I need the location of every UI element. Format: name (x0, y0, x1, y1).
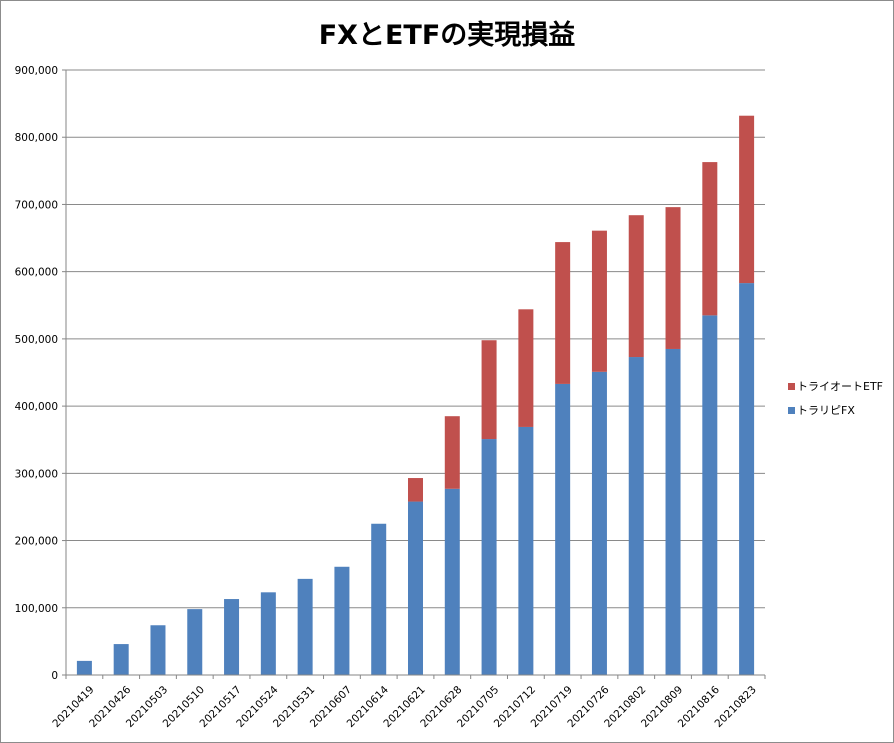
bar-fx (260, 592, 276, 675)
bar-fx (481, 439, 497, 675)
bar-etf (444, 416, 460, 489)
bar-fx (297, 578, 313, 675)
bar-fx (555, 383, 571, 675)
bar-etf (628, 215, 644, 358)
y-tick-label: 600,000 (15, 267, 58, 279)
bar-etf (665, 207, 681, 349)
chart-title: FXとETFの実現損益 (319, 19, 576, 51)
bar-fx (739, 283, 755, 675)
bar-fx (224, 599, 240, 675)
legend-label: トラリピFX (797, 404, 855, 417)
bar-fx (187, 609, 203, 675)
bar-fx (334, 566, 350, 675)
y-tick-label: 200,000 (15, 536, 58, 548)
bar-etf (555, 242, 571, 384)
bar-etf (591, 230, 607, 372)
x-axis-tick-labels: 2021041920210426202105032021051020210517… (50, 684, 758, 731)
bar-fx (628, 357, 644, 675)
legend-swatch (788, 407, 795, 414)
bar-etf (702, 162, 718, 316)
y-tick-label: 0 (51, 670, 58, 682)
bar-etf (481, 340, 497, 440)
bar-fx (408, 501, 423, 675)
bars (76, 115, 755, 675)
y-tick-label: 700,000 (15, 199, 58, 211)
y-tick-label: 300,000 (15, 468, 58, 480)
y-tick-label: 900,000 (15, 65, 58, 77)
bar-fx (665, 348, 681, 675)
legend-label: トライオートETF (797, 380, 883, 393)
axes (62, 69, 766, 679)
bar-etf (739, 115, 755, 284)
bar-etf (518, 309, 534, 427)
y-tick-label: 500,000 (15, 334, 58, 346)
y-axis-tick-labels: 0 100,000 200,000 300,000 400,000 500,000 600,… (15, 65, 58, 682)
bar-fx (371, 523, 387, 675)
legend-swatch (788, 383, 795, 390)
legend: トライオートETF トラリピFX (788, 380, 883, 417)
bar-fx (113, 644, 129, 675)
y-tick-label: 800,000 (15, 132, 58, 144)
bar-fx (444, 488, 460, 675)
bar-fx (591, 371, 607, 675)
bar-fx (702, 315, 718, 675)
y-tick-label: 100,000 (15, 603, 58, 615)
bar-fx (518, 426, 534, 675)
bar-etf (408, 478, 423, 502)
gridlines (66, 69, 765, 609)
bar-fx (150, 625, 166, 675)
bar-fx (76, 660, 92, 675)
y-tick-label: 400,000 (15, 401, 58, 413)
